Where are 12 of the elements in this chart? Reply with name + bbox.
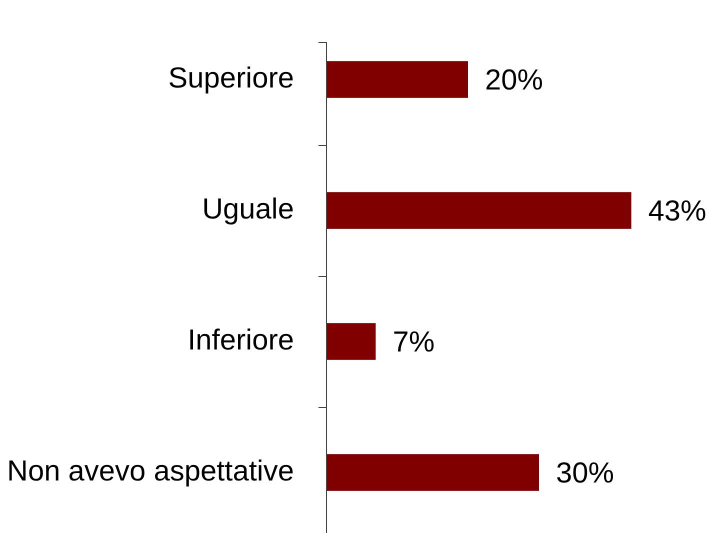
data-label: 30% <box>556 458 614 490</box>
data-label: 20% <box>485 64 544 96</box>
bar <box>326 323 376 360</box>
data-label: 43% <box>648 196 706 228</box>
y-tick-label: Inferiore <box>188 324 294 356</box>
bar <box>326 454 539 491</box>
y-tick-label: Uguale <box>202 194 294 226</box>
y-tick-label: Superiore <box>168 62 294 94</box>
bar <box>326 61 468 98</box>
y-tick-label: Non avevo aspettative <box>7 456 294 488</box>
bar <box>326 192 632 229</box>
data-label: 7% <box>392 326 435 358</box>
